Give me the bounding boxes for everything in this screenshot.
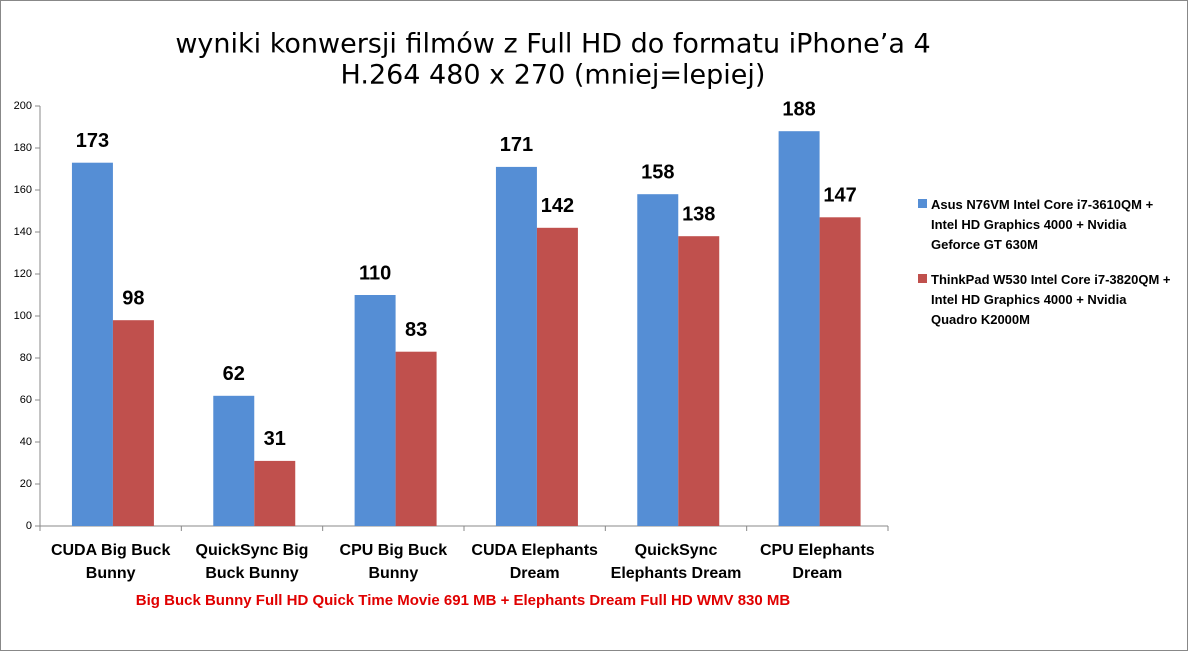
value-label: 188	[782, 98, 815, 120]
y-tick-label: 40	[20, 436, 32, 448]
bar	[637, 194, 679, 526]
legend-swatch	[918, 199, 927, 208]
bar	[395, 351, 437, 526]
value-label: 138	[682, 203, 715, 225]
value-label: 147	[823, 185, 856, 207]
y-tick-label: 20	[20, 478, 32, 490]
bar	[354, 295, 396, 526]
y-tick-label: 180	[14, 142, 32, 154]
x-axis-title: Big Buck Bunny Full HD Quick Time Movie …	[136, 592, 791, 609]
value-label: 98	[122, 287, 144, 309]
value-label: 110	[359, 262, 391, 284]
bar	[778, 131, 820, 526]
x-tick-label: CPU Big Buck Bunny	[339, 542, 448, 582]
y-tick-label: 60	[20, 394, 32, 406]
x-tick-label: CUDA Big Buck Bunny	[50, 542, 171, 582]
value-label: 31	[264, 428, 286, 450]
bar	[71, 162, 113, 526]
bar	[112, 320, 154, 526]
legend-label: ThinkPad W530 Intel Core i7-3820QM + Int…	[931, 272, 1171, 327]
x-tick-label: CPU Elephants Dream	[759, 542, 875, 582]
value-label: 62	[223, 363, 245, 385]
value-label: 142	[541, 195, 574, 217]
x-tick-label: CUDA Elephants Dream	[471, 542, 598, 582]
y-tick-label: 120	[14, 268, 32, 280]
value-label: 83	[405, 319, 427, 341]
legend-swatch	[918, 274, 927, 283]
y-tick-label: 100	[14, 310, 32, 322]
chart-subtitle: H.264 480 x 270 (mniej=lepiej)	[341, 60, 766, 91]
chart-title: wyniki konwersji filmów z Full HD do for…	[175, 29, 930, 60]
bar	[678, 236, 720, 526]
x-tick-label: QuickSync Big Buck Bunny	[195, 542, 309, 582]
bar	[254, 460, 296, 526]
y-tick-label: 0	[26, 520, 32, 532]
y-tick-label: 80	[20, 352, 32, 364]
y-tick-label: 140	[14, 226, 32, 238]
y-tick-label: 200	[14, 100, 32, 112]
bar	[495, 166, 537, 526]
value-label: 171	[500, 134, 533, 156]
bar	[819, 217, 861, 527]
bar	[213, 395, 255, 526]
legend-label: Asus N76VM Intel Core i7-3610QM + Intel …	[931, 197, 1154, 252]
x-tick-label: QuickSync Elephants Dream	[610, 542, 742, 582]
bar	[536, 227, 578, 527]
y-tick-label: 160	[14, 184, 32, 196]
value-label: 158	[641, 161, 674, 183]
value-label: 173	[76, 130, 109, 152]
